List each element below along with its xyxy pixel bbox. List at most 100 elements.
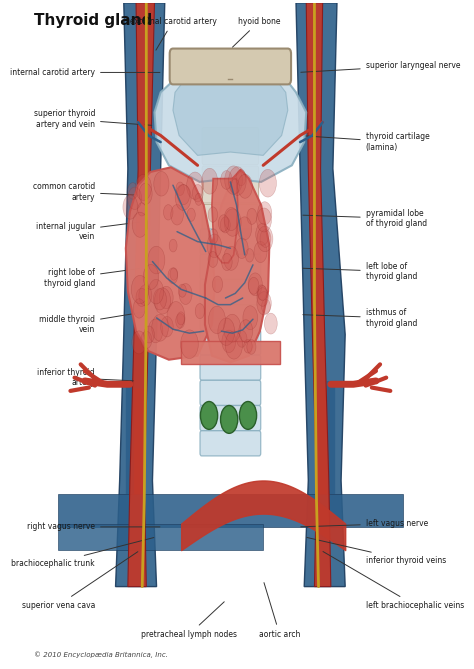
Polygon shape <box>212 179 238 263</box>
Circle shape <box>139 183 152 205</box>
Text: left lobe of
thyroid gland: left lobe of thyroid gland <box>303 262 417 281</box>
Circle shape <box>164 205 173 220</box>
FancyBboxPatch shape <box>200 330 261 355</box>
Circle shape <box>248 277 259 294</box>
Text: aortic arch: aortic arch <box>259 583 300 639</box>
Circle shape <box>257 226 273 252</box>
Circle shape <box>153 288 166 310</box>
Circle shape <box>225 166 242 195</box>
Circle shape <box>181 330 198 359</box>
Circle shape <box>187 208 195 221</box>
FancyBboxPatch shape <box>202 166 259 203</box>
Circle shape <box>143 264 159 290</box>
Circle shape <box>260 229 271 248</box>
Circle shape <box>257 202 272 225</box>
Polygon shape <box>128 3 155 587</box>
Circle shape <box>222 254 232 270</box>
Circle shape <box>236 170 246 186</box>
Circle shape <box>167 302 185 330</box>
Circle shape <box>239 320 253 343</box>
Circle shape <box>195 304 205 318</box>
Circle shape <box>161 316 173 337</box>
Circle shape <box>208 207 218 222</box>
Circle shape <box>219 215 229 231</box>
Text: superior vena cava: superior vena cava <box>22 552 138 609</box>
Text: external carotid artery: external carotid artery <box>129 17 217 50</box>
Circle shape <box>248 273 262 296</box>
Circle shape <box>176 314 185 328</box>
Circle shape <box>257 288 268 306</box>
Circle shape <box>141 331 152 349</box>
Circle shape <box>224 209 241 236</box>
Circle shape <box>243 306 258 330</box>
FancyBboxPatch shape <box>170 49 291 84</box>
FancyBboxPatch shape <box>202 282 259 318</box>
Polygon shape <box>173 79 288 155</box>
FancyBboxPatch shape <box>200 304 261 330</box>
Circle shape <box>195 193 202 205</box>
Text: inferior thyroid veins: inferior thyroid veins <box>307 537 446 565</box>
Circle shape <box>170 268 178 280</box>
Text: middle thyroid
vein: middle thyroid vein <box>39 312 146 334</box>
Text: © 2010 Encyclopædia Britannica, Inc.: © 2010 Encyclopædia Britannica, Inc. <box>34 652 167 658</box>
Circle shape <box>144 326 155 343</box>
Circle shape <box>209 229 218 244</box>
Text: right lobe of
thyroid gland: right lobe of thyroid gland <box>44 268 139 288</box>
Circle shape <box>224 207 238 231</box>
FancyBboxPatch shape <box>200 254 261 280</box>
FancyBboxPatch shape <box>202 243 259 280</box>
Circle shape <box>254 242 267 262</box>
Circle shape <box>175 185 191 210</box>
Text: pretracheal lymph nodes: pretracheal lymph nodes <box>141 602 237 639</box>
Circle shape <box>255 223 269 246</box>
Circle shape <box>264 313 277 334</box>
Text: superior thyroid
artery and vein: superior thyroid artery and vein <box>34 109 152 128</box>
Polygon shape <box>58 524 263 550</box>
Circle shape <box>247 340 256 355</box>
Circle shape <box>259 169 276 197</box>
Circle shape <box>220 405 238 434</box>
Text: internal carotid artery: internal carotid artery <box>10 68 160 77</box>
Circle shape <box>244 339 252 353</box>
Circle shape <box>207 234 222 258</box>
Circle shape <box>132 212 148 237</box>
Circle shape <box>201 401 218 429</box>
Circle shape <box>230 179 239 193</box>
Circle shape <box>201 169 218 194</box>
Circle shape <box>171 205 183 225</box>
Circle shape <box>148 246 165 274</box>
Circle shape <box>218 318 235 345</box>
Circle shape <box>177 185 190 205</box>
Text: superior laryngeal nerve: superior laryngeal nerve <box>301 62 460 72</box>
Text: left vagus nerve: left vagus nerve <box>301 519 428 528</box>
Circle shape <box>237 175 253 198</box>
Circle shape <box>208 252 218 268</box>
Circle shape <box>148 319 163 343</box>
Circle shape <box>192 185 203 202</box>
Circle shape <box>152 314 168 341</box>
Text: common carotid
artery: common carotid artery <box>33 182 139 201</box>
Circle shape <box>236 238 248 258</box>
Polygon shape <box>306 3 331 587</box>
Circle shape <box>258 286 267 300</box>
Text: pyramidal lobe
of thyroid gland: pyramidal lobe of thyroid gland <box>303 209 427 228</box>
Circle shape <box>128 183 138 199</box>
Circle shape <box>239 401 256 429</box>
Circle shape <box>133 299 145 318</box>
FancyBboxPatch shape <box>200 431 261 456</box>
Circle shape <box>224 246 238 270</box>
Circle shape <box>137 203 146 216</box>
Circle shape <box>222 330 236 353</box>
Circle shape <box>177 312 185 325</box>
Circle shape <box>220 171 232 189</box>
Circle shape <box>136 288 147 306</box>
Circle shape <box>224 314 241 342</box>
Text: left brachiocephalic veins: left brachiocephalic veins <box>323 551 464 609</box>
Circle shape <box>212 276 223 292</box>
Circle shape <box>209 306 226 334</box>
Circle shape <box>237 330 247 347</box>
Circle shape <box>123 195 138 219</box>
Circle shape <box>131 276 149 304</box>
FancyBboxPatch shape <box>200 355 261 380</box>
Circle shape <box>136 175 152 200</box>
